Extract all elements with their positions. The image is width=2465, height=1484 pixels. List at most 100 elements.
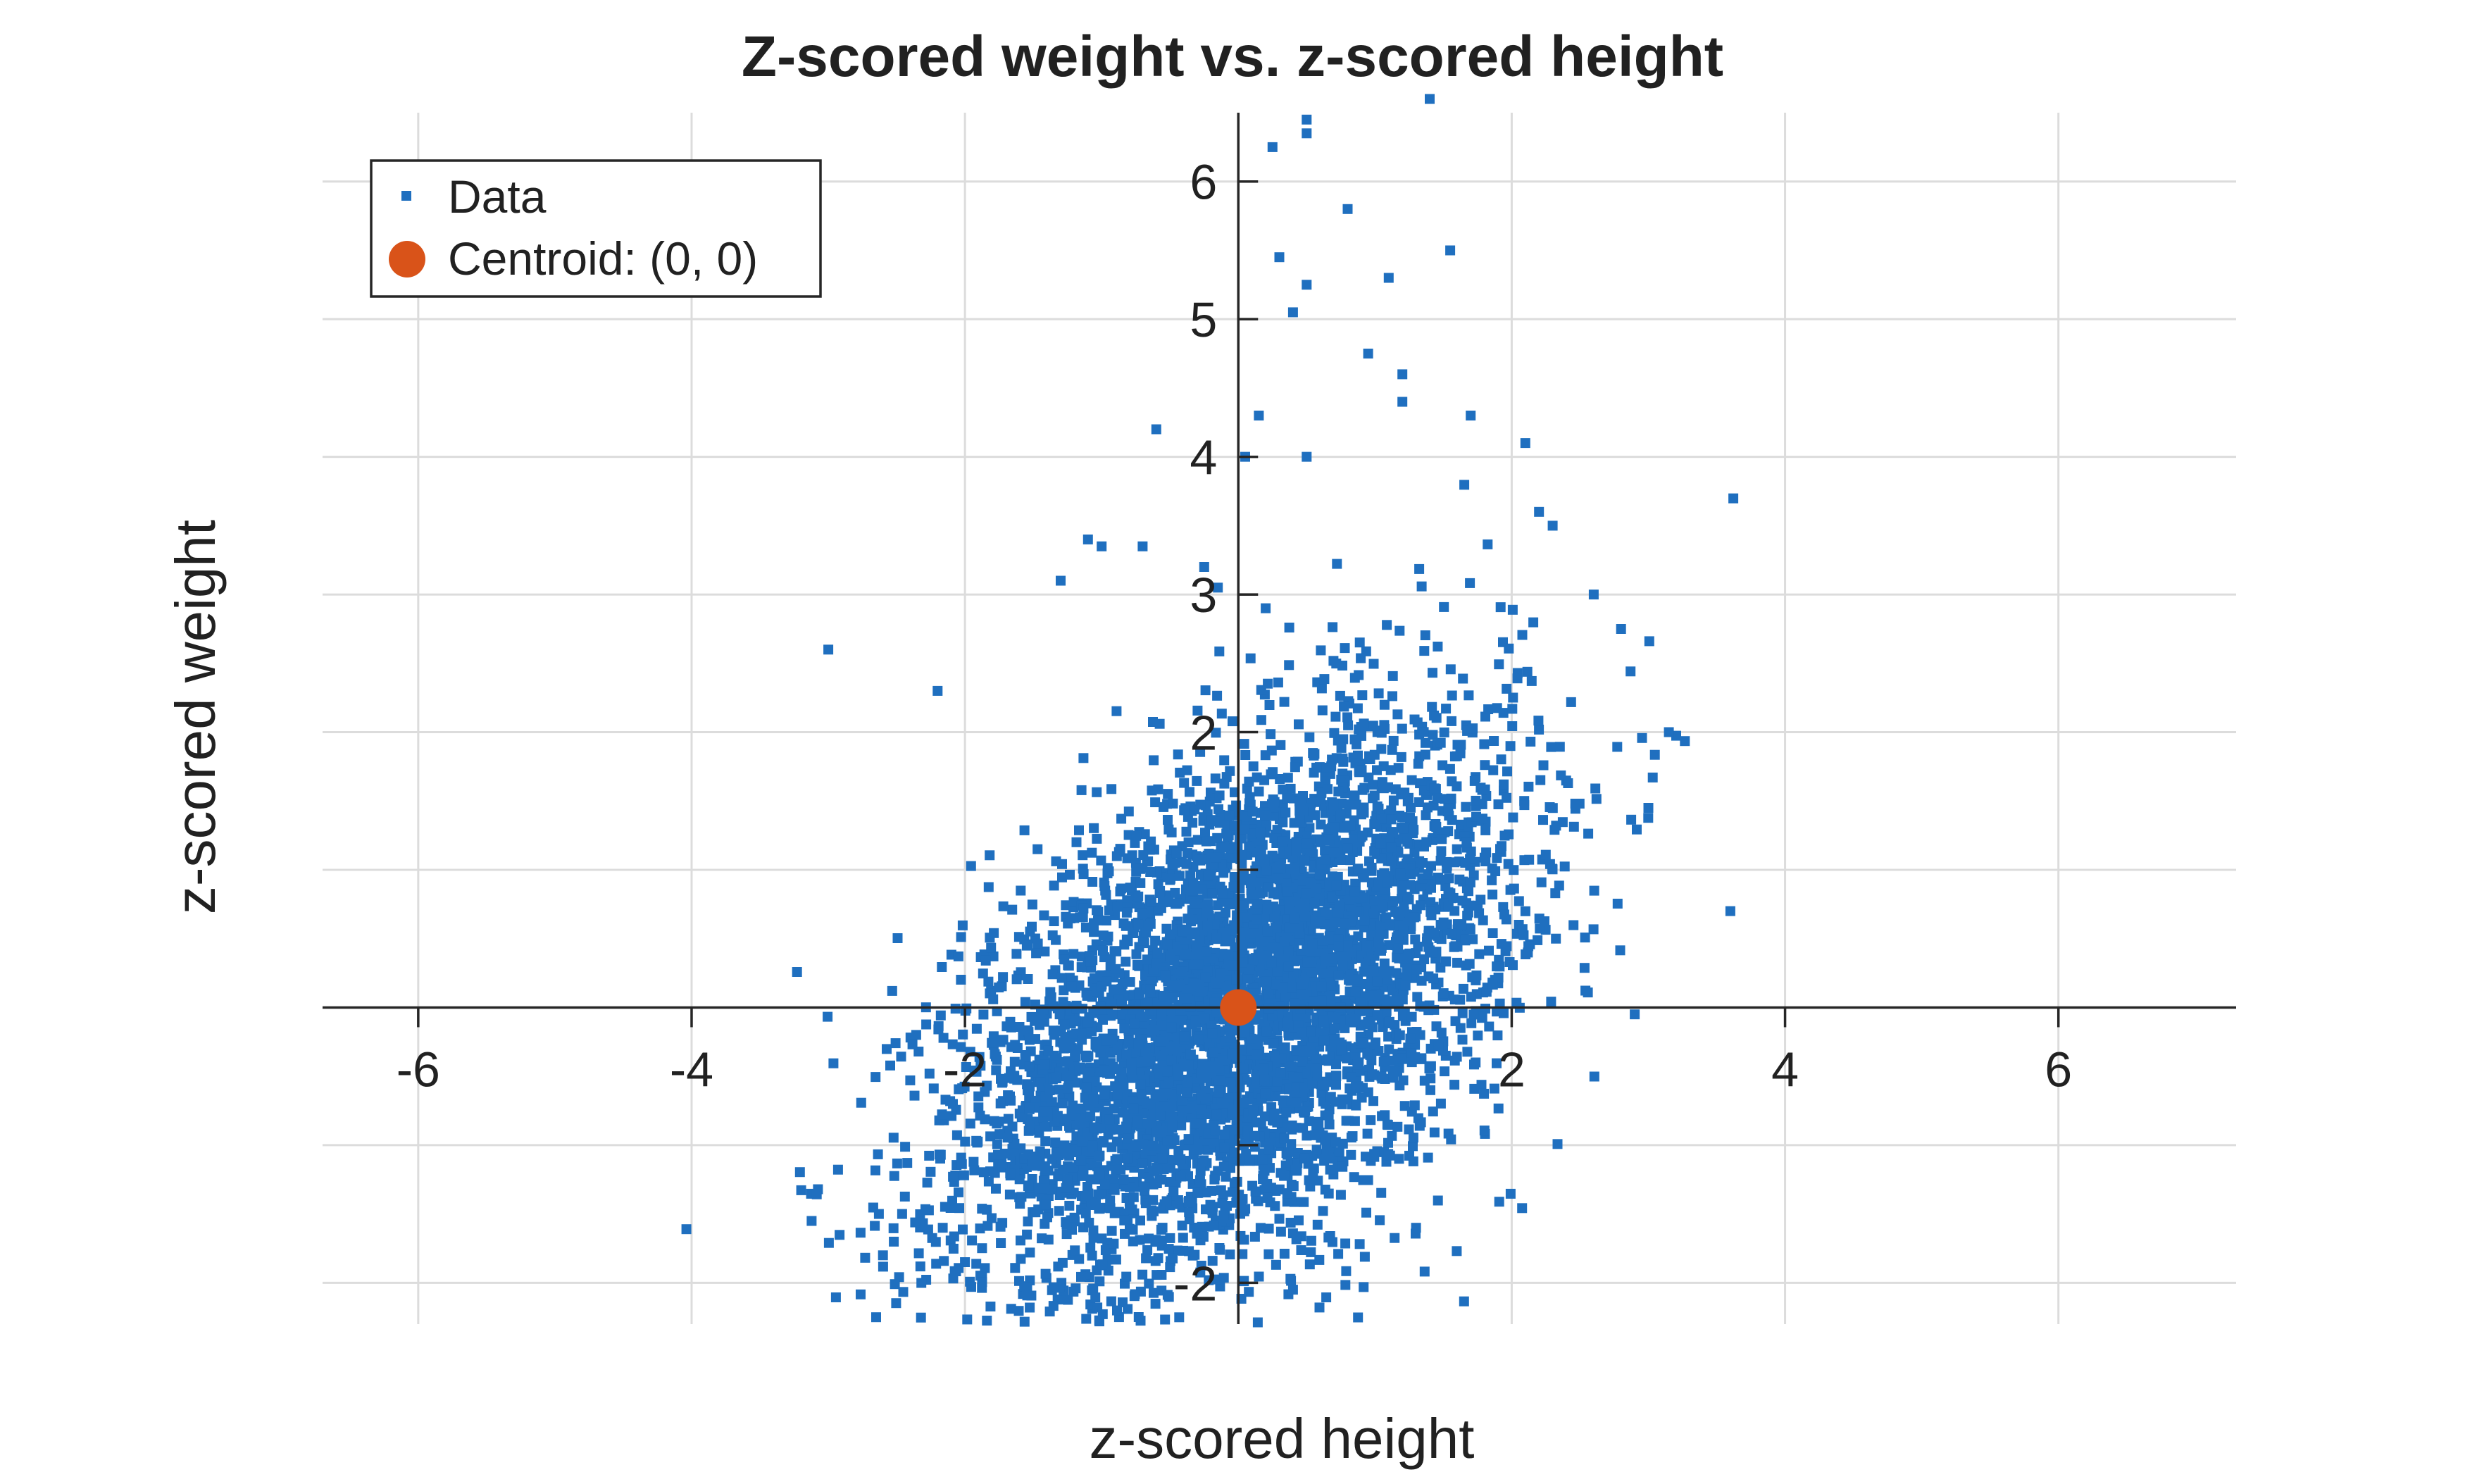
data-point [828, 1058, 839, 1068]
data-point [1235, 1230, 1246, 1241]
data-point [1228, 960, 1238, 971]
data-point [1121, 1271, 1132, 1282]
data-point [1082, 1017, 1093, 1028]
data-point [1119, 1153, 1130, 1164]
data-point [1570, 804, 1580, 814]
data-point [1546, 997, 1556, 1007]
data-point [1152, 1270, 1162, 1280]
data-point [1335, 1190, 1346, 1200]
data-point [1277, 836, 1287, 847]
data-point [1484, 1021, 1494, 1032]
data-point [1394, 1154, 1404, 1164]
data-point [1175, 1171, 1186, 1182]
data-point [978, 1009, 989, 1020]
data-point [1388, 735, 1399, 746]
data-point [1190, 1118, 1200, 1129]
data-point [1297, 1056, 1308, 1067]
data-point [1447, 815, 1457, 825]
data-point [1085, 1242, 1096, 1253]
data-point [1464, 959, 1475, 969]
data-point [868, 1202, 878, 1213]
data-point [1378, 1056, 1389, 1067]
data-point [1229, 1147, 1240, 1158]
data-point [888, 1133, 899, 1143]
data-point [959, 1170, 969, 1180]
data-point [1379, 720, 1390, 730]
data-point [1085, 956, 1096, 967]
data-point [1154, 888, 1165, 898]
data-point [1137, 541, 1148, 551]
data-point [1311, 1054, 1322, 1064]
data-point [1108, 1183, 1118, 1194]
data-point [1085, 1174, 1096, 1185]
data-point [1304, 1259, 1315, 1270]
data-point [988, 994, 999, 1004]
data-point [1283, 961, 1294, 972]
data-point [959, 1081, 970, 1092]
data-point [1121, 956, 1131, 967]
data-point [1334, 1147, 1344, 1157]
data-point [1630, 1009, 1640, 1020]
data-point [1392, 1121, 1403, 1132]
data-point [1049, 1030, 1059, 1040]
data-point [932, 685, 943, 696]
data-point [1536, 877, 1547, 887]
data-point [1058, 1164, 1068, 1175]
data-point [1458, 983, 1468, 994]
data-point [1261, 976, 1272, 987]
data-point [1291, 1097, 1302, 1108]
data-point [1204, 1109, 1214, 1119]
data-point [991, 1183, 1001, 1194]
data-point [1005, 1168, 1016, 1179]
data-point [1327, 892, 1337, 903]
data-point [1361, 1207, 1371, 1218]
data-point [1376, 945, 1386, 956]
data-point [1094, 1170, 1105, 1180]
data-point [1435, 1098, 1446, 1109]
data-point [1269, 912, 1280, 923]
data-point [1436, 846, 1447, 856]
data-point [1313, 1176, 1323, 1186]
data-point [1156, 1007, 1167, 1018]
data-point [1138, 850, 1149, 861]
data-point [1221, 907, 1231, 918]
data-point [1554, 880, 1564, 891]
data-point [1316, 645, 1326, 656]
data-point [1019, 1316, 1030, 1327]
data-point [1547, 520, 1558, 531]
data-point [1195, 869, 1206, 880]
data-point [1047, 969, 1058, 980]
data-point [1159, 1050, 1169, 1061]
data-point [1468, 723, 1478, 734]
data-point [1480, 825, 1491, 835]
data-point [1356, 765, 1367, 775]
data-point [1458, 673, 1468, 684]
data-point [1299, 1106, 1309, 1117]
data-point [1352, 1058, 1363, 1068]
data-point [891, 1298, 901, 1309]
data-point [1212, 690, 1223, 701]
data-point [1500, 946, 1511, 956]
data-point [1427, 702, 1437, 712]
data-point [1181, 859, 1192, 869]
data-point [1512, 668, 1523, 678]
data-point [1332, 559, 1342, 569]
data-point [1278, 784, 1288, 794]
data-point [1505, 741, 1516, 752]
data-point [1097, 1233, 1107, 1244]
data-point [1436, 1028, 1447, 1038]
data-point [1006, 1042, 1016, 1052]
data-point [1419, 1266, 1430, 1277]
data-point [1314, 1254, 1325, 1265]
data-point [1330, 1137, 1341, 1147]
data-point [967, 1235, 978, 1246]
data-point [1162, 1135, 1173, 1146]
data-point [856, 1289, 866, 1299]
data-point [1469, 1059, 1479, 1070]
data-point [1369, 790, 1380, 801]
data-point [1626, 814, 1637, 825]
data-point [1528, 617, 1539, 628]
data-point [1488, 765, 1499, 775]
data-point [1137, 1158, 1148, 1168]
data-point [1260, 1088, 1271, 1099]
